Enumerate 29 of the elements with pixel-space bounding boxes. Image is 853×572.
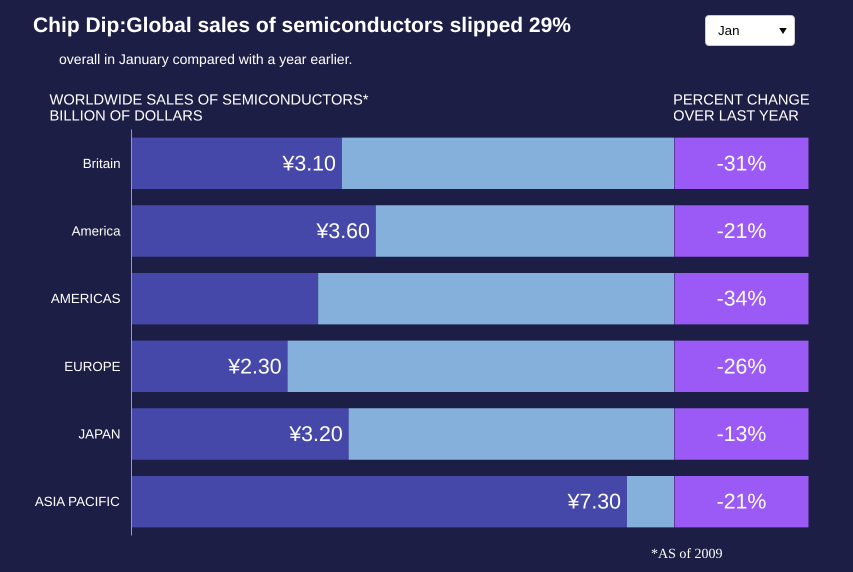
data-label: ¥2.30	[227, 354, 282, 378]
y-tick-label: AMERICAS	[50, 291, 121, 306]
chart-title: Chip Dip:Global sales of semiconductors slipped 29%	[33, 13, 571, 39]
y-tick-label: ASIA PACIFIC	[34, 494, 120, 510]
y-tick-label: America	[72, 224, 122, 238]
text: -21%	[716, 219, 766, 243]
text: -26%	[716, 354, 766, 378]
data-label: ¥3.10	[282, 151, 336, 176]
data-label: ¥7.30	[566, 490, 622, 514]
x-axis-title: WORLDWIDE SALES OF SEMICONDUCTORS* BILLION OF DOLLARS	[50, 92, 369, 124]
chart-subtitle: overall in January compared with a year earlier.	[59, 50, 354, 69]
bar	[132, 408, 349, 460]
bar	[132, 476, 627, 528]
y-tick-label: JAPAN	[78, 426, 121, 442]
bar	[132, 340, 288, 392]
y-tick-label: Britain	[82, 156, 121, 171]
bar	[132, 138, 342, 190]
y-tick-label: EUROPE	[64, 358, 121, 374]
bar	[132, 205, 376, 257]
text: -21%	[716, 490, 766, 514]
bar	[132, 272, 318, 324]
text: -31%	[716, 151, 766, 176]
text: Jan	[705, 15, 795, 46]
data-label: ¥3.20	[288, 422, 343, 446]
data-label: ¥3.60	[315, 219, 370, 243]
text: -13%	[716, 422, 766, 446]
text: *AS of 2009	[650, 546, 723, 564]
text: -34%	[716, 286, 766, 311]
text: PERCENT CHANGE OVER LAST YEAR	[673, 92, 810, 124]
